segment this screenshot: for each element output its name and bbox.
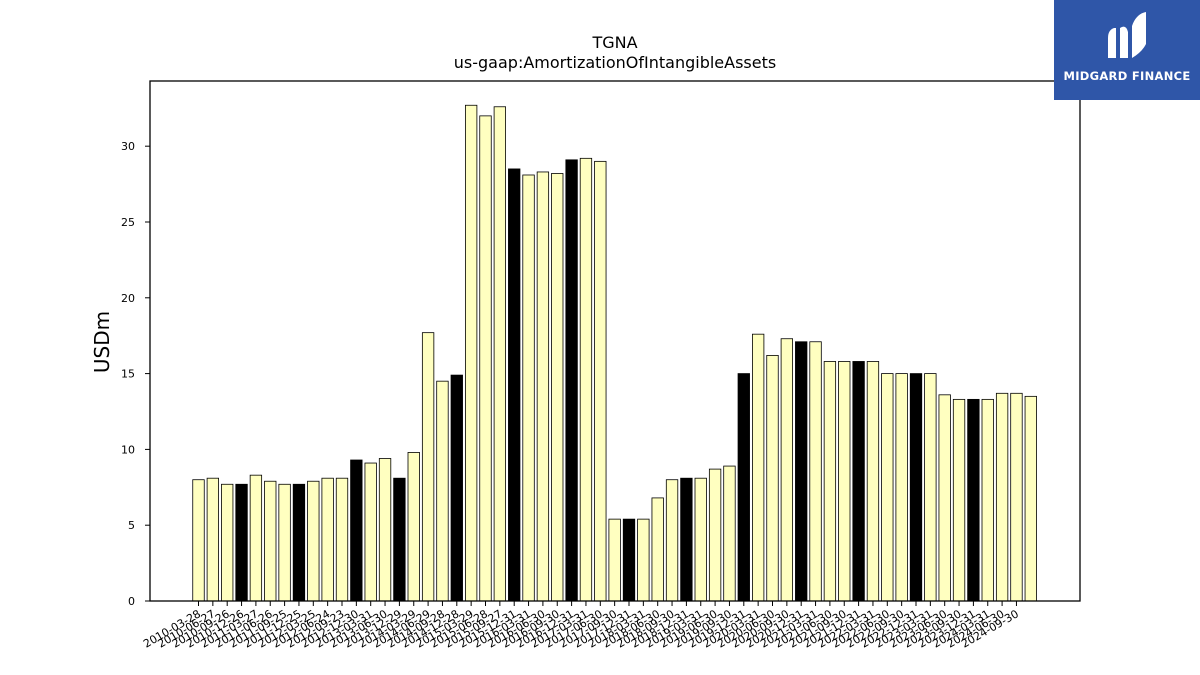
bar	[364, 462, 377, 602]
y-tick-label: 0	[128, 595, 135, 608]
bar	[249, 474, 263, 602]
bar	[708, 468, 722, 602]
bar	[407, 452, 420, 602]
bar	[335, 477, 349, 602]
bar	[680, 477, 693, 602]
plot-frame	[149, 80, 1081, 602]
y-tick-label: 25	[121, 216, 135, 229]
bar	[565, 159, 578, 602]
bar	[838, 361, 851, 602]
bar	[292, 483, 306, 602]
bar	[1010, 392, 1023, 602]
bar	[450, 374, 463, 602]
bar	[493, 106, 507, 602]
bar	[694, 477, 707, 602]
bar	[809, 341, 822, 602]
bar	[852, 361, 865, 602]
midgard-logo-icon	[1108, 12, 1146, 58]
bar	[522, 174, 535, 602]
bar	[723, 465, 736, 602]
bar	[823, 361, 837, 602]
brand-logo: MIDGARD FINANCE	[1054, 0, 1200, 100]
bar	[995, 392, 1009, 602]
bar	[579, 157, 593, 602]
bar	[866, 361, 880, 602]
bar	[307, 480, 320, 602]
bar	[479, 115, 492, 602]
bar	[795, 341, 808, 602]
chart-subtitle: us-gaap:AmortizationOfIntangibleAssets	[454, 53, 776, 72]
bar	[393, 477, 406, 602]
bar	[235, 483, 248, 602]
bar	[594, 160, 607, 602]
bar	[536, 171, 550, 602]
bar	[192, 479, 205, 602]
y-tick-label: 30	[121, 140, 135, 153]
bar	[264, 480, 277, 602]
bars-group	[192, 104, 1037, 602]
bar	[350, 459, 363, 602]
bar	[206, 477, 220, 602]
bar	[622, 518, 636, 602]
bar	[464, 104, 478, 602]
chart-title: TGNA	[591, 33, 637, 52]
bar	[938, 394, 951, 602]
bar	[952, 398, 966, 602]
x-axis-ticks: 2010-03-282010-06-272010-09-262010-12-26…	[141, 601, 1021, 651]
y-tick-label: 15	[121, 368, 135, 381]
bar	[752, 333, 765, 602]
bar	[881, 373, 894, 602]
bar	[737, 373, 750, 602]
y-tick-label: 20	[121, 292, 135, 305]
bar	[665, 479, 679, 602]
bar	[508, 168, 521, 602]
bar	[924, 373, 937, 602]
y-tick-label: 5	[128, 519, 135, 532]
bar	[981, 398, 994, 602]
bar	[378, 458, 392, 602]
y-axis-ticks: 0 5 10 15 20 25 30	[121, 140, 150, 608]
bar	[651, 497, 664, 602]
logo-text: MIDGARD FINANCE	[1063, 69, 1191, 83]
bar	[436, 380, 449, 602]
bar	[1024, 395, 1037, 602]
bar	[608, 518, 621, 602]
bar	[637, 518, 650, 602]
bar	[421, 332, 435, 602]
bar	[967, 398, 980, 602]
bar	[551, 173, 564, 602]
y-axis-label: USDm	[90, 311, 114, 373]
bar	[895, 373, 908, 602]
bar	[780, 338, 793, 602]
bar	[909, 373, 923, 602]
bar	[278, 483, 291, 602]
y-tick-label: 10	[121, 443, 135, 456]
bar	[221, 483, 234, 602]
bar	[766, 354, 779, 602]
bar	[321, 477, 334, 602]
